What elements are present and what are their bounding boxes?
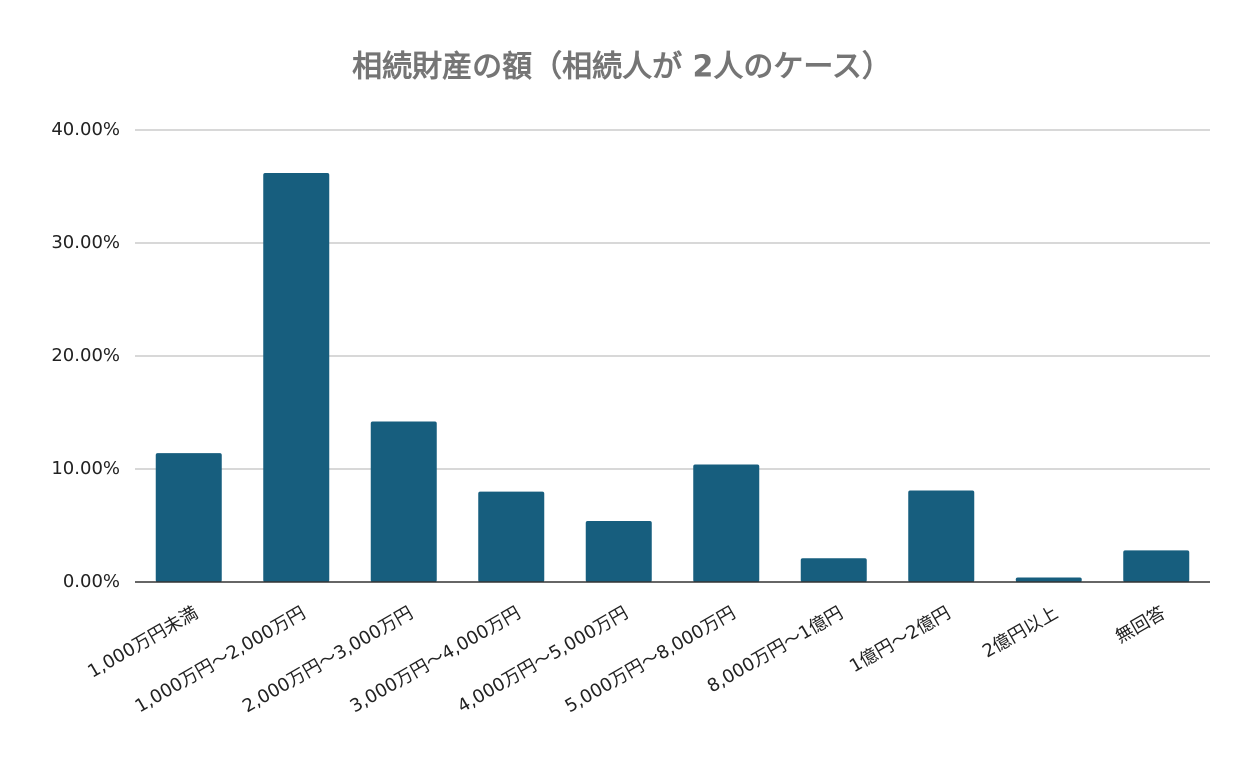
chart-title: 相続財産の額（相続人が 2人のケース） (352, 50, 892, 85)
y-tick-label: 40.00% (51, 119, 120, 140)
y-tick-label: 30.00% (51, 232, 120, 253)
bar (585, 520, 652, 582)
y-tick-label: 20.00% (51, 345, 120, 366)
bar (800, 558, 867, 582)
bar (1123, 550, 1190, 582)
bar (263, 172, 330, 582)
bar (370, 421, 437, 582)
bar (693, 464, 760, 582)
bar (478, 491, 545, 582)
y-tick-label: 0.00% (63, 571, 120, 592)
bar (908, 490, 975, 582)
bar (155, 453, 222, 582)
bar (1015, 577, 1082, 582)
y-tick-label: 10.00% (51, 458, 120, 479)
